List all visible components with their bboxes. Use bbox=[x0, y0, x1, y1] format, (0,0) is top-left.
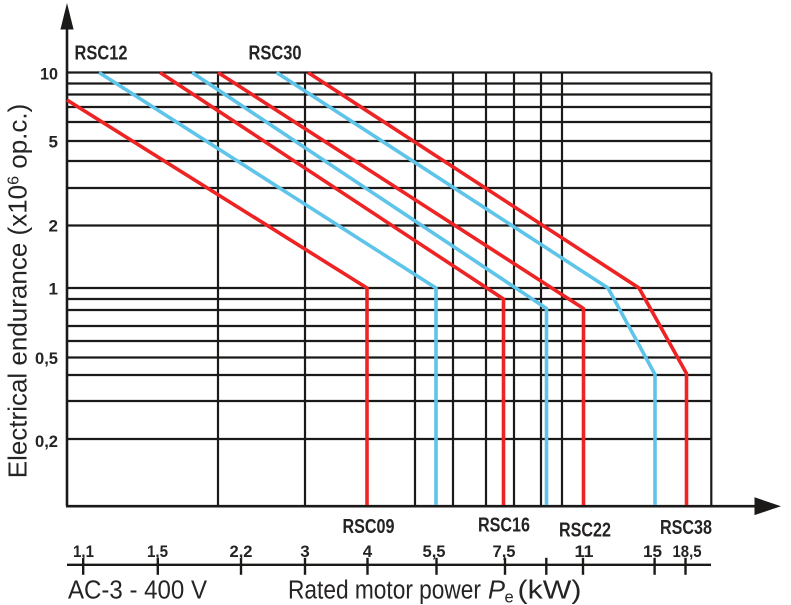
svg-text:RSC12: RSC12 bbox=[75, 43, 128, 65]
svg-text:RSC09: RSC09 bbox=[343, 516, 395, 538]
svg-text:5,5: 5,5 bbox=[423, 542, 446, 561]
svg-text:RSC22: RSC22 bbox=[559, 520, 611, 542]
svg-text:11: 11 bbox=[575, 542, 594, 561]
svg-text:1: 1 bbox=[49, 280, 58, 299]
svg-text:1,1: 1,1 bbox=[73, 542, 94, 561]
svg-text:0,2: 0,2 bbox=[35, 432, 58, 451]
svg-text:0,5: 0,5 bbox=[35, 349, 58, 368]
svg-text:15: 15 bbox=[643, 542, 662, 561]
svg-text:2,2: 2,2 bbox=[230, 542, 253, 561]
svg-text:2: 2 bbox=[49, 217, 58, 236]
svg-text:10: 10 bbox=[40, 65, 58, 84]
svg-text:7,5: 7,5 bbox=[493, 542, 516, 561]
svg-text:RSC30: RSC30 bbox=[249, 43, 302, 65]
svg-text:18,5: 18,5 bbox=[673, 542, 702, 561]
svg-text:RSC38: RSC38 bbox=[660, 517, 712, 539]
svg-text:4: 4 bbox=[363, 542, 373, 561]
svg-text:3: 3 bbox=[300, 542, 309, 561]
svg-text:1,5: 1,5 bbox=[147, 542, 168, 561]
svg-text:5: 5 bbox=[49, 133, 58, 152]
svg-text:AC-3 - 400 V: AC-3 - 400 V bbox=[68, 577, 207, 605]
svg-text:RSC16: RSC16 bbox=[478, 515, 530, 537]
svg-text:Electrical endurance (x106 op.: Electrical endurance (x106 op.c.) bbox=[3, 104, 33, 479]
